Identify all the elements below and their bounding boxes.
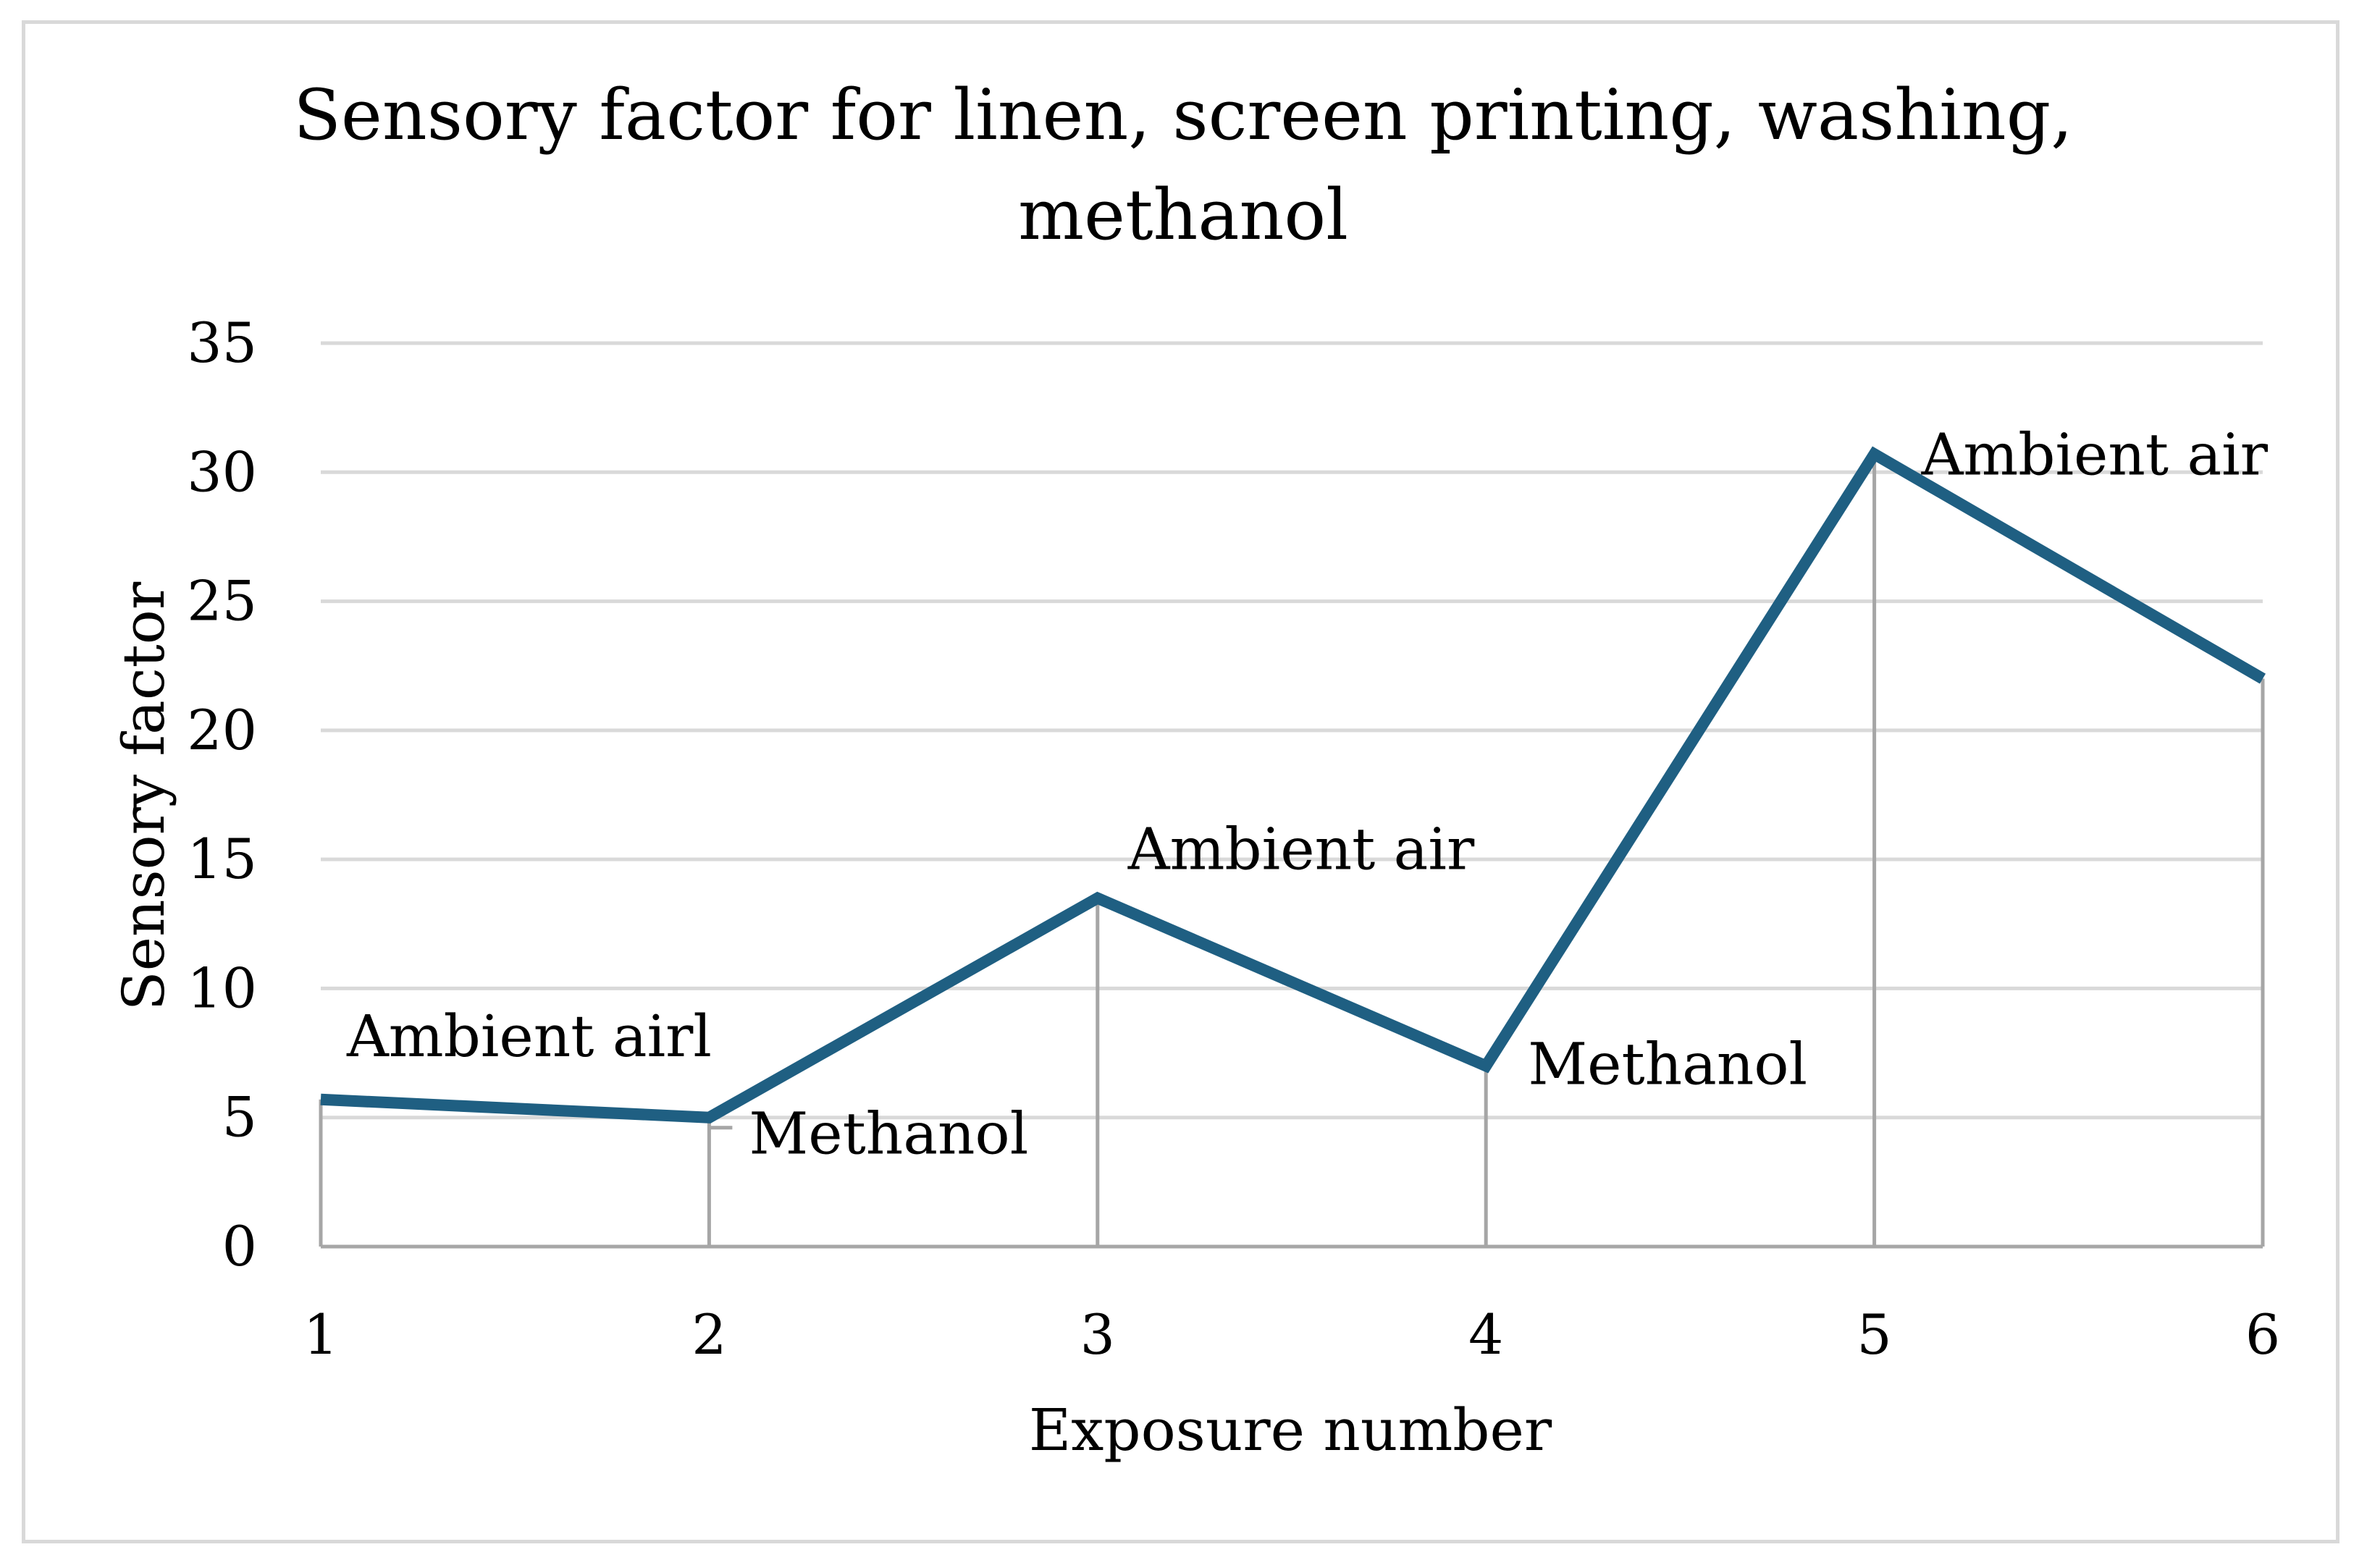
y-tick-label: 15 — [187, 827, 257, 891]
point-labels: Ambient airl Methanol Ambient air Methanol A… — [346, 421, 2269, 1167]
data-label: Ambient air — [1921, 421, 2269, 488]
y-tick-label: 25 — [187, 569, 257, 633]
x-tick-label: 4 — [1468, 1302, 1503, 1367]
series-line-group — [320, 446, 2266, 1124]
drop-lines — [319, 454, 2265, 1249]
y-tick-label: 20 — [187, 698, 257, 762]
x-tick-label: 6 — [2245, 1302, 2280, 1367]
y-axis-ticks: 0 5 10 15 20 25 30 35 — [187, 311, 257, 1278]
data-label: Methanol — [749, 1100, 1028, 1168]
chart-title: Sensory factor for linen, screen printin… — [293, 75, 2072, 256]
chart-title-line-2: methanol — [1018, 174, 1348, 256]
x-tick-label: 5 — [1857, 1302, 1891, 1367]
x-tick-label: 1 — [303, 1302, 338, 1367]
data-label: Ambient airl — [346, 1003, 712, 1070]
chart-title-line-1: Sensory factor for linen, screen printin… — [293, 75, 2072, 156]
y-tick-label: 5 — [222, 1085, 257, 1150]
x-axis-ticks: 1 2 3 4 5 6 — [303, 1302, 2280, 1367]
y-tick-label: 30 — [187, 439, 257, 504]
series-line — [320, 446, 2266, 1124]
x-tick-label: 2 — [691, 1302, 726, 1367]
x-axis-title: Exposure number — [1029, 1396, 1552, 1464]
y-tick-label: 35 — [187, 311, 257, 375]
x-tick-label: 3 — [1080, 1302, 1115, 1367]
chart-frame — [22, 20, 2339, 1543]
y-axis-title: Sensory factor — [110, 581, 177, 1011]
y-tick-label: 10 — [187, 956, 257, 1020]
y-tick-label: 0 — [222, 1214, 257, 1278]
data-label: Methanol — [1528, 1030, 1807, 1097]
data-label: Ambient air — [1127, 816, 1475, 883]
